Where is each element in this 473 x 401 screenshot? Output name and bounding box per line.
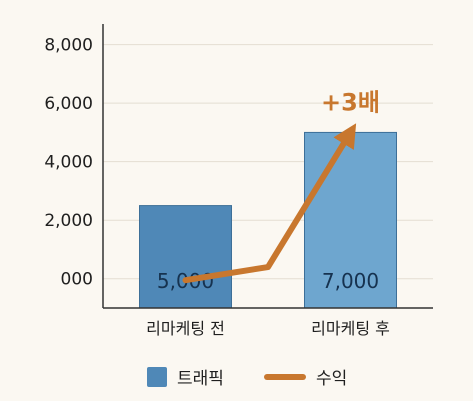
x-category-label: 리마케팅 후 [311, 319, 390, 338]
bars [139, 131, 397, 309]
x-category-labels: 리마케팅 전 리마케팅 후 [146, 319, 390, 338]
bar-data-labels: 5,000 7,000 [157, 269, 379, 293]
x-category-label: 리마케팅 전 [146, 319, 225, 338]
y-tick-label: 6,000 [44, 94, 93, 114]
annotation-label: +3배 [321, 88, 380, 116]
y-tick-label: 4,000 [44, 153, 93, 173]
bar-value-label: 7,000 [322, 269, 379, 293]
revenue-line [182, 123, 357, 284]
y-tick-labels: 000 2,000 4,000 6,000 8,000 [44, 36, 93, 290]
revenue-line-path [182, 123, 357, 284]
y-tick-label: 8,000 [44, 36, 93, 56]
axes [102, 24, 433, 309]
y-tick-label: 2,000 [44, 211, 93, 231]
y-tick-label: 000 [61, 270, 93, 290]
bar-1 [139, 205, 232, 309]
